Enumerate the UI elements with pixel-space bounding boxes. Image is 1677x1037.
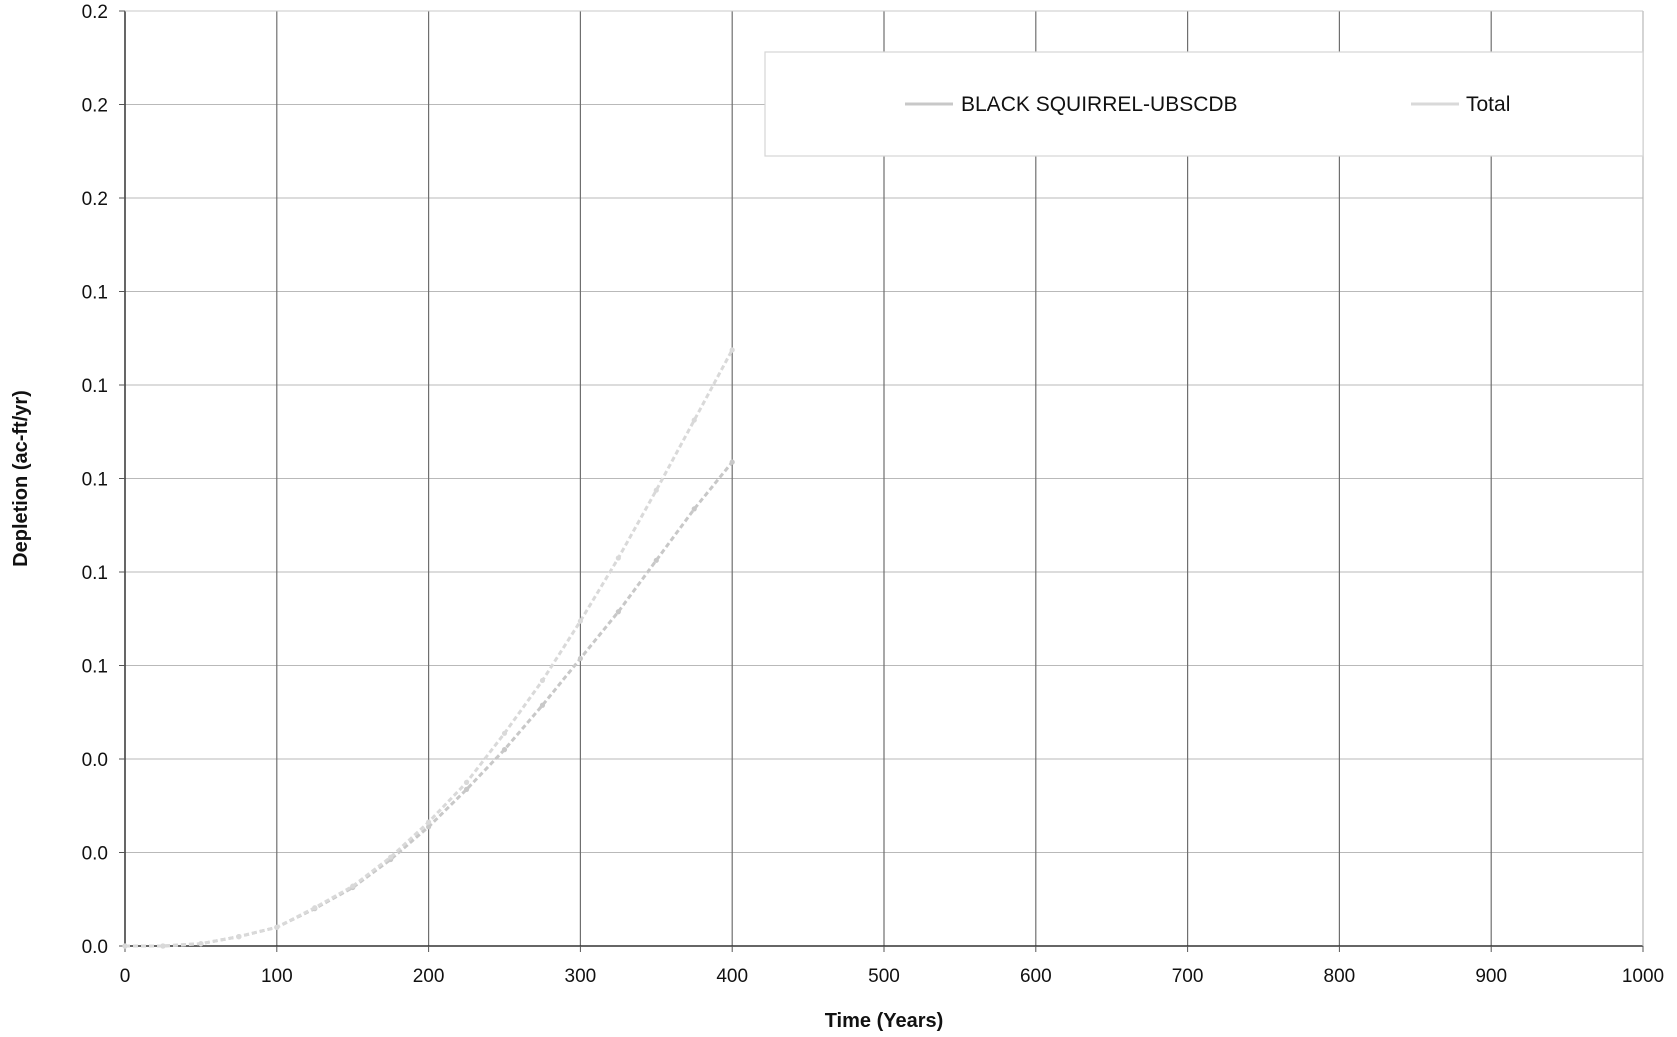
data-point-total xyxy=(615,555,621,561)
data-point-total xyxy=(198,941,204,947)
x-tick-label: 300 xyxy=(565,966,597,987)
x-tick-label: 800 xyxy=(1324,966,1356,987)
data-point-black-squirrel xyxy=(691,506,697,512)
x-tick-label: 200 xyxy=(413,966,445,987)
x-tick-label: 1000 xyxy=(1622,966,1664,987)
y-axis-title: Depletion (ac-ft/yr) xyxy=(10,390,32,567)
data-point-total xyxy=(653,487,659,493)
data-point-black-squirrel xyxy=(539,702,546,708)
y-tick-label: 0.0 xyxy=(82,844,108,865)
legend: BLACK SQUIRREL-UBSCDB Total xyxy=(764,51,1644,157)
x-tick-label: 500 xyxy=(868,966,900,987)
y-tick-label: 0.2 xyxy=(82,2,108,23)
data-point-black-squirrel xyxy=(501,747,508,753)
x-tick-label: 400 xyxy=(716,966,748,987)
data-point-black-squirrel xyxy=(653,557,659,563)
x-tick-label: 900 xyxy=(1475,966,1507,987)
x-tick-label: 0 xyxy=(120,966,131,987)
data-point-total xyxy=(539,677,546,684)
y-tick-label: 0.1 xyxy=(82,563,108,584)
legend-label-total: Total xyxy=(1466,93,1510,116)
legend-label-black-squirrel: BLACK SQUIRREL-UBSCDB xyxy=(961,93,1238,116)
x-tick-label: 100 xyxy=(261,966,293,987)
data-point-black-squirrel xyxy=(426,824,432,830)
y-axis-ticks: 0.0 0.0 0.0 0.1 0.1 0.1 0.1 0.1 0.2 0.2 0.2 xyxy=(82,2,125,958)
x-axis-title: Time (Years) xyxy=(825,1010,944,1032)
data-point-black-squirrel xyxy=(577,655,584,662)
data-point-total xyxy=(691,417,697,423)
data-point-black-squirrel xyxy=(615,609,621,615)
data-point-total xyxy=(236,934,242,940)
series-layer xyxy=(122,347,735,949)
data-point-total xyxy=(501,730,508,736)
x-axis-ticks: 0 100 200 300 400 500 600 700 800 900 1000 xyxy=(120,946,1664,987)
data-point-total xyxy=(577,618,584,624)
y-tick-label: 0.2 xyxy=(82,96,108,117)
data-point-black-squirrel xyxy=(729,459,735,465)
data-point-total xyxy=(122,943,128,949)
data-point-black-squirrel xyxy=(463,786,470,792)
y-tick-label: 0.1 xyxy=(82,283,108,304)
data-point-total xyxy=(274,924,280,930)
data-point-total xyxy=(160,943,166,949)
y-tick-label: 0.1 xyxy=(82,470,108,491)
y-tick-label: 0.1 xyxy=(82,376,108,397)
data-point-total xyxy=(350,883,356,889)
y-tick-label: 0.1 xyxy=(82,657,108,678)
y-tick-label: 0.0 xyxy=(82,750,108,771)
x-tick-label: 700 xyxy=(1172,966,1204,987)
x-tick-label: 600 xyxy=(1020,966,1052,987)
data-point-total xyxy=(388,854,394,860)
y-tick-label: 0.0 xyxy=(82,937,108,958)
data-point-total xyxy=(312,905,318,911)
data-point-total xyxy=(729,347,735,353)
data-point-total xyxy=(426,819,432,825)
data-point-total xyxy=(463,779,470,785)
y-tick-label: 0.2 xyxy=(82,189,108,210)
